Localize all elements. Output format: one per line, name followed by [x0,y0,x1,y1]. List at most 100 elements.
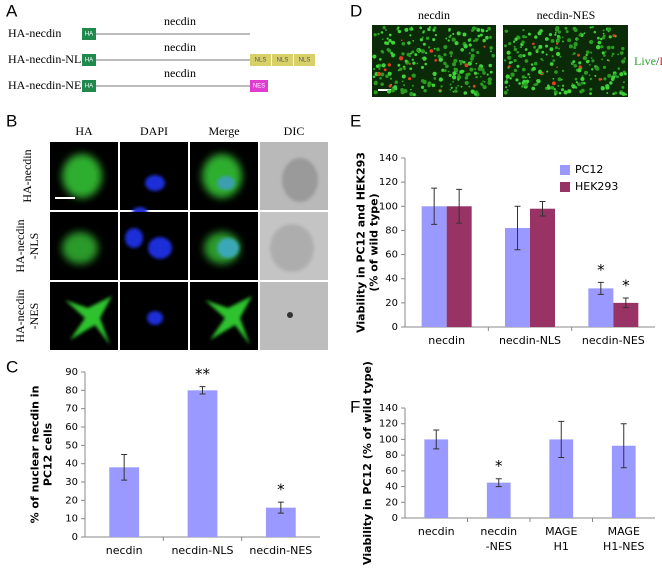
cell-dot [576,37,579,41]
y-tick-label: 60 [385,250,398,261]
cell-dot [619,91,623,95]
cell-dot [475,75,478,79]
cell-dot [546,85,551,90]
x-tick-label: necdin [106,544,143,557]
cell-dot [553,88,556,91]
cell-dot [606,92,609,94]
y-tick-label: 120 [379,177,398,188]
cell-dot [600,86,604,89]
y-tick-label: 0 [392,513,398,524]
cell-dot [449,51,454,55]
cell-dot [411,73,416,78]
y-tick-label: 100 [379,434,398,445]
cell-dot [397,26,400,29]
cell-dot [459,59,463,64]
cell-dot [485,35,489,40]
cell-dot [474,38,479,42]
cell-dot [453,67,457,71]
construct-name: HA-necdin [8,26,61,40]
y-tick-label: 40 [385,274,398,285]
cell-dot [470,48,475,52]
cell-dot [601,51,605,55]
y-tick-label: 140 [379,153,398,164]
cell-dot [416,62,419,65]
cell-dot [561,78,563,81]
cell-dot [432,71,437,76]
cell-dot [469,67,474,72]
cell-dot [389,77,393,80]
cell-dot [489,70,493,74]
cell-dot [399,67,403,71]
cell-dot [373,81,378,86]
cell-dot [376,71,382,77]
nucleus [148,237,172,259]
cell-dot [559,55,562,58]
signal-box [250,80,268,92]
error-bar [597,281,604,295]
cell-dot [410,88,412,91]
cell-dot [409,91,414,97]
cell-dot [403,67,406,71]
cell-dot [552,59,556,63]
cell-dot [554,31,557,34]
cell-dot [483,80,486,83]
cell-dot [591,68,594,71]
cell-dot [476,28,481,32]
cell-dot [551,55,554,58]
panel-label: E [350,111,361,130]
cell-dot [439,89,442,91]
cell-dot [602,32,605,35]
cell-dot [380,72,385,77]
y-tick-label: 10 [65,514,78,525]
cell-dot [561,88,564,92]
cell-dot [513,68,518,73]
significance-marker: ** [195,365,211,383]
cell-dot [479,75,482,78]
cell-dot [573,46,577,50]
cell-dot [487,26,491,31]
error-bar [620,423,627,469]
cell-dot [522,34,526,39]
cell-dot [530,63,534,66]
cell-dot [599,37,603,41]
cell-dot [538,44,543,49]
cell-dot [447,39,450,42]
cell-dot [425,36,430,41]
cell-dot [550,39,555,43]
cell-dot [480,28,485,33]
cell-dot [591,25,594,29]
cell-dot [613,73,617,76]
signal-label: NLS [299,58,311,64]
cell-dot [518,53,523,58]
cell-dot [455,86,458,89]
cell-dot [411,50,415,54]
cell-dot [510,61,513,64]
cell-dot [557,77,562,82]
cell-dot [408,77,412,81]
cell-dot [391,53,395,58]
y-tick-label: 30 [65,477,78,488]
cell-dot [619,72,624,77]
cell-dot [479,33,483,37]
cell-dot [452,80,455,83]
cell-dot [571,83,574,85]
error-bar [199,386,206,395]
cell-dot [421,36,424,39]
legend-swatch [560,165,570,175]
cell-dot [523,82,528,87]
construct-name: HA-necdin-NES [8,78,88,92]
cell-dot [431,83,436,88]
cell-dot [414,53,418,57]
row-label: HA-necdin [13,289,27,342]
cell-dot [486,73,489,76]
cell-dot [516,64,520,68]
cell-dot [593,30,597,34]
cell-dot [617,67,621,70]
cell-dot [612,34,616,38]
cell-dot [531,42,535,46]
cell-dot [583,82,586,85]
cell-dot [387,71,392,76]
cell-dot [503,44,507,48]
x-tick-label: MAGE [608,525,640,538]
